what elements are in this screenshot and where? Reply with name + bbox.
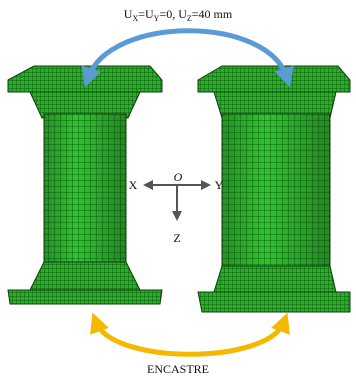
encastre-label: ENCASTRE: [147, 362, 209, 376]
column-circular: [8, 66, 162, 304]
displacement-label: UX=UY=0, UZ=40 mm: [124, 7, 233, 23]
label-part: =40 mm: [192, 7, 233, 21]
coordinate-axes: [148, 185, 206, 216]
label-part: =U: [138, 7, 154, 21]
label-part: U: [124, 7, 133, 21]
label-part: =0, U: [159, 7, 187, 21]
origin-label: O: [174, 170, 183, 184]
encastre-arrow: [96, 322, 284, 354]
x-axis-label: X: [129, 178, 138, 192]
figure: UX=UY=0, UZ=40 mm ENCASTRE O X Y Z: [0, 0, 356, 383]
z-axis-label: Z: [173, 231, 180, 245]
y-axis-label: Y: [215, 178, 224, 192]
